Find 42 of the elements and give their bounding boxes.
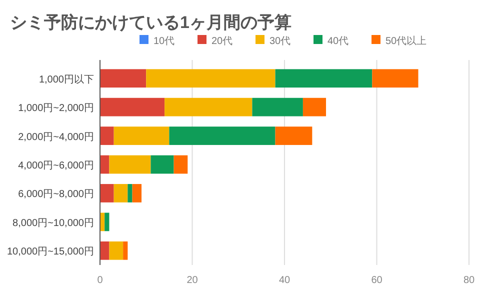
y-tick-label: 1,000円以下: [38, 73, 94, 86]
y-tick-label: 4,000円~6,000円: [18, 160, 94, 172]
bar: [104, 212, 110, 232]
bar: [372, 69, 418, 88]
legend-label: 20代: [212, 36, 233, 47]
y-tick-label: 10,000円~15,000円: [6, 246, 94, 258]
y-tick-label: 1,000円~2,000円: [18, 103, 94, 114]
bar: [164, 98, 252, 116]
y-tick-label: 8,000円~10,000円: [12, 218, 94, 229]
x-tick-label: 60: [371, 275, 383, 286]
legend-label: 10代: [154, 36, 175, 47]
legend-label: 40代: [328, 36, 349, 47]
bar: [146, 69, 276, 88]
x-tick-label: 80: [463, 275, 475, 286]
bar: [100, 126, 114, 145]
bar: [100, 241, 110, 260]
x-tick-label: 20: [186, 275, 198, 286]
bar: [275, 126, 312, 145]
bar: [100, 184, 114, 202]
x-tick-label: 0: [97, 275, 104, 286]
chart-title: シミ予防にかけている1ヶ月間の予算: [10, 13, 292, 32]
bar: [100, 155, 110, 174]
legend-label: 30代: [270, 36, 291, 47]
bar: [100, 69, 146, 88]
bar: [252, 98, 303, 116]
x-tick-label: 40: [278, 275, 290, 286]
bar: [109, 241, 124, 260]
bar: [114, 126, 170, 145]
bar: [123, 241, 128, 260]
bar: [150, 155, 174, 174]
bar: [100, 98, 165, 116]
bar: [114, 184, 128, 202]
y-tick-label: 6,000円~8,000円: [18, 189, 94, 200]
legend-label: 50代以上: [386, 35, 427, 47]
bar: [302, 98, 326, 116]
bar: [174, 155, 188, 174]
bar: [275, 69, 372, 88]
bar: [132, 184, 142, 202]
bar: [128, 184, 132, 202]
y-tick-label: 2,000円~4,000円: [18, 132, 94, 143]
bar: [169, 126, 276, 145]
bar: [109, 155, 151, 174]
